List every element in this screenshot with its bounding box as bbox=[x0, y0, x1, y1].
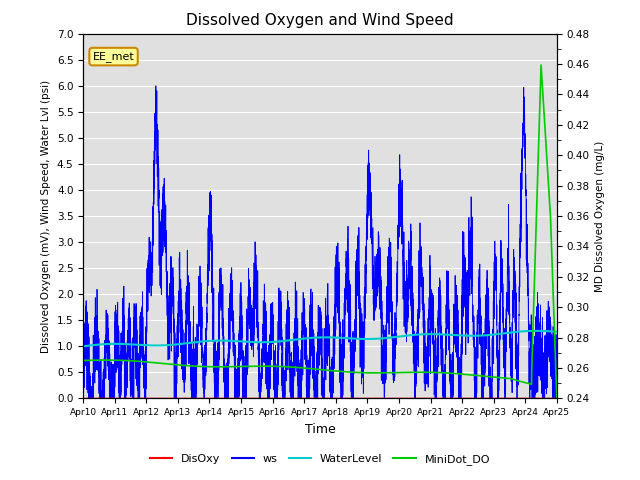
X-axis label: Time: Time bbox=[305, 423, 335, 436]
Y-axis label: Dissolved Oxygen (mV), Wind Speed, Water Lvl (psi): Dissolved Oxygen (mV), Wind Speed, Water… bbox=[42, 79, 51, 353]
Title: Dissolved Oxygen and Wind Speed: Dissolved Oxygen and Wind Speed bbox=[186, 13, 454, 28]
Legend: DisOxy, ws, WaterLevel, MiniDot_DO: DisOxy, ws, WaterLevel, MiniDot_DO bbox=[145, 450, 495, 469]
Text: EE_met: EE_met bbox=[93, 51, 134, 62]
Y-axis label: MD Dissolved Oxygen (mg/L): MD Dissolved Oxygen (mg/L) bbox=[595, 140, 605, 292]
